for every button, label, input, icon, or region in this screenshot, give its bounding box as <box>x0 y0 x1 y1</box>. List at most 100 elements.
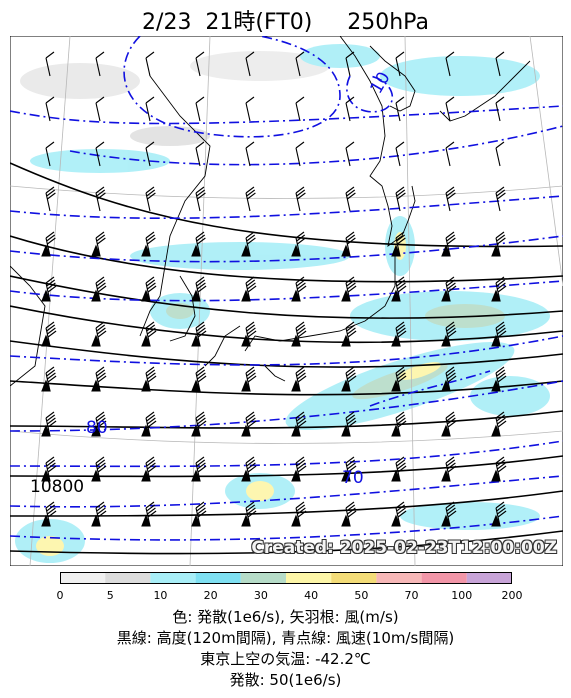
wind-barb-pennant <box>141 244 151 257</box>
wind-barb-pennant <box>341 514 351 527</box>
wind-barb <box>245 96 255 122</box>
wind-barb <box>195 501 207 527</box>
wind-barb <box>495 321 507 347</box>
wind-barb <box>395 141 405 167</box>
wind-barb-pennant <box>141 424 151 437</box>
wind-barb-pennant <box>191 469 201 482</box>
wind-barb-pennant <box>491 469 501 482</box>
wind-barb-pennant <box>91 289 101 302</box>
wind-barb <box>345 141 355 167</box>
wind-barb <box>395 411 407 437</box>
colorbar-tick-label: 70 <box>404 589 419 602</box>
wind-barb <box>445 321 457 347</box>
wind-barb-pennant <box>491 379 501 392</box>
wind-barb <box>95 501 107 527</box>
wind-barb-pennant <box>191 289 201 302</box>
wind-barb <box>195 321 207 347</box>
wind-barb-pennant <box>191 334 201 347</box>
wind-barb <box>495 141 505 167</box>
wind-barb-pennant <box>441 514 451 527</box>
wind-barb-pennant <box>441 379 451 392</box>
wind-barb-pennant <box>241 334 251 347</box>
wind-barb-pennant <box>491 244 501 257</box>
wind-barb <box>395 321 407 347</box>
wind-barb <box>45 456 57 482</box>
colorbar-tick-label: 10 <box>153 589 168 602</box>
wind-barb <box>445 141 455 167</box>
colorbar-segment <box>195 572 241 584</box>
wind-barb <box>445 366 457 392</box>
wind-barb-pennant <box>391 244 401 257</box>
wind-barb <box>145 501 157 527</box>
colorbar-segment <box>331 572 377 584</box>
wind-barb-pennant <box>141 289 151 302</box>
wind-barb <box>395 366 407 392</box>
wind-barb <box>445 501 457 527</box>
wind-barb-pennant <box>291 469 301 482</box>
wind-barb <box>45 231 56 257</box>
wind-barb <box>95 96 105 122</box>
wind-barb <box>295 96 305 122</box>
wind-barb-pennant <box>91 244 101 257</box>
wind-barb <box>345 501 357 527</box>
wind-barb <box>45 186 56 212</box>
wind-barb-pennant <box>491 334 501 347</box>
wind-barb <box>95 366 107 392</box>
wind-barb <box>495 96 505 122</box>
wind-barb <box>395 231 406 257</box>
wind-barb-pennant <box>241 379 251 392</box>
wind-barb <box>395 456 407 482</box>
wind-barb-pennant <box>291 514 301 527</box>
wind-barb <box>345 96 355 122</box>
wind-barb-pennant <box>491 514 501 527</box>
colorbar-segment <box>240 572 286 584</box>
wind-barb <box>145 276 157 302</box>
wind-barb-pennant <box>441 424 451 437</box>
wind-barb <box>295 186 306 212</box>
wind-barb <box>145 366 157 392</box>
wind-barb-pennant <box>291 289 301 302</box>
wind-barb-pennant <box>241 514 251 527</box>
divergence-colorbar <box>60 572 512 584</box>
colorbar-segment <box>60 572 106 584</box>
wind-barb-pennant <box>91 379 101 392</box>
wind-barb <box>345 321 357 347</box>
caption-divergence-value: 発散: 50(1e6/s) <box>229 671 342 689</box>
wind-barb <box>45 321 57 347</box>
wind-barb-pennant <box>441 469 451 482</box>
wind-barb <box>395 501 407 527</box>
wind-barb <box>45 366 57 392</box>
wind-barb-pennant <box>241 469 251 482</box>
wind-barb <box>295 411 307 437</box>
wind-barb <box>195 276 207 302</box>
wind-barb <box>45 411 57 437</box>
wind-barb <box>345 456 357 482</box>
wind-barb <box>345 366 357 392</box>
wind-barb-pennant <box>391 379 401 392</box>
wind-barb <box>95 456 107 482</box>
wind-barb-pennant <box>241 244 251 257</box>
wind-barb <box>145 51 155 77</box>
wind-barb <box>95 141 105 167</box>
wind-barb <box>495 411 507 437</box>
wind-barb <box>145 321 157 347</box>
created-timestamp: Created: 2025-02-23T12:00:00Z <box>251 538 557 558</box>
wind-barb <box>195 96 205 122</box>
wind-barb-pennant <box>491 289 501 302</box>
colorbar-tick-label: 50 <box>354 589 369 602</box>
wind-barb-pennant <box>491 424 501 437</box>
wind-barb-pennant <box>391 514 401 527</box>
wind-barbs <box>41 51 507 527</box>
wind-barb <box>245 366 257 392</box>
wind-barb <box>245 51 255 77</box>
wind-barb-pennant <box>141 334 151 347</box>
wind-barb <box>395 96 405 122</box>
wind-barb <box>45 276 57 302</box>
colorbar-tick-label: 40 <box>304 589 319 602</box>
caption-tokyo-temp: 東京上空の気温: -42.2℃ <box>200 650 371 668</box>
wind-barb <box>295 231 306 257</box>
wind-barb-pennant <box>191 379 201 392</box>
wind-barb <box>145 231 156 257</box>
wind-barb-pennant <box>41 289 51 302</box>
caption-contours: 黒線: 高度(120m間隔), 青点線: 風速(10m/s間隔) <box>116 629 455 647</box>
